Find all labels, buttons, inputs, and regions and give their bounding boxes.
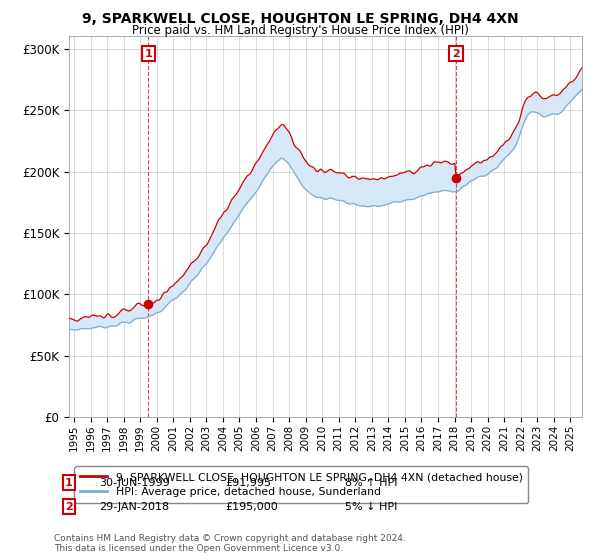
Text: 29-JAN-2018: 29-JAN-2018: [99, 502, 169, 512]
Text: Contains HM Land Registry data © Crown copyright and database right 2024.
This d: Contains HM Land Registry data © Crown c…: [54, 534, 406, 553]
Text: 1: 1: [145, 49, 152, 59]
Text: 2: 2: [452, 49, 460, 59]
Text: £195,000: £195,000: [225, 502, 278, 512]
Text: 2: 2: [65, 502, 73, 512]
Text: 1: 1: [65, 478, 73, 488]
Text: 30-JUN-1999: 30-JUN-1999: [99, 478, 170, 488]
Text: Price paid vs. HM Land Registry's House Price Index (HPI): Price paid vs. HM Land Registry's House …: [131, 24, 469, 37]
Text: 8% ↑ HPI: 8% ↑ HPI: [345, 478, 398, 488]
Text: 5% ↓ HPI: 5% ↓ HPI: [345, 502, 397, 512]
Text: 9, SPARKWELL CLOSE, HOUGHTON LE SPRING, DH4 4XN: 9, SPARKWELL CLOSE, HOUGHTON LE SPRING, …: [82, 12, 518, 26]
Text: £91,995: £91,995: [225, 478, 271, 488]
Legend: 9, SPARKWELL CLOSE, HOUGHTON LE SPRING, DH4 4XN (detached house), HPI: Average p: 9, SPARKWELL CLOSE, HOUGHTON LE SPRING, …: [74, 466, 528, 503]
